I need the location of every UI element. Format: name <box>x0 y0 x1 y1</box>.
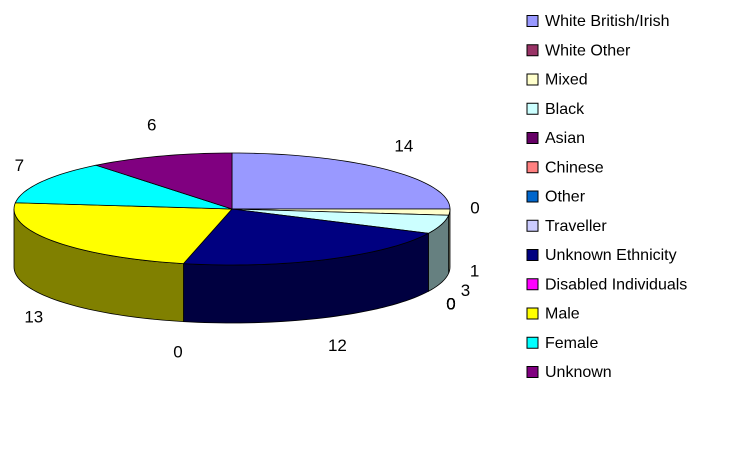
legend-swatch <box>526 249 539 261</box>
legend: White British/Irish White Other Mixed Black… <box>526 13 687 381</box>
pie-sides <box>13 208 451 324</box>
legend-swatch <box>526 73 539 86</box>
data-label: 13 <box>24 307 43 326</box>
data-label: 0 <box>446 295 455 314</box>
data-label: 1 <box>470 261 479 280</box>
legend-swatch <box>526 336 539 349</box>
legend-label: Asian <box>545 130 585 147</box>
legend-swatch <box>526 102 539 115</box>
legend-label: Disabled Individuals <box>545 276 687 293</box>
legend-swatch <box>526 132 539 144</box>
legend-label: Traveller <box>545 218 607 235</box>
data-label: 0 <box>446 295 455 314</box>
legend-swatch <box>526 366 539 378</box>
data-label: 3 <box>461 281 470 300</box>
data-label: 0 <box>446 295 455 314</box>
data-label: 6 <box>147 115 156 134</box>
data-label: 7 <box>15 156 24 175</box>
legend-label: Unknown <box>545 364 612 381</box>
legend-label: Mixed <box>545 72 588 89</box>
legend-label: Male <box>545 306 580 323</box>
legend-label: Unknown Ethnicity <box>545 247 677 264</box>
legend-label: White Other <box>545 42 631 59</box>
slice <box>182 208 430 266</box>
legend-swatch <box>526 219 539 232</box>
slice <box>14 164 233 210</box>
legend-swatch <box>526 15 539 27</box>
data-label: 0 <box>446 295 455 314</box>
legend-label: Chinese <box>545 159 604 176</box>
slice <box>231 208 450 234</box>
data-label: 0 <box>173 342 182 361</box>
legend-label: Other <box>545 189 586 206</box>
legend-swatch <box>526 307 539 320</box>
pie-tops <box>13 152 451 266</box>
legend-swatch <box>526 278 539 291</box>
data-label: 14 <box>394 136 413 155</box>
slice <box>13 202 233 265</box>
legend-label: White British/Irish <box>545 13 669 30</box>
legend-swatch <box>526 44 539 57</box>
legend-swatch <box>526 161 539 174</box>
data-label: 12 <box>328 336 347 355</box>
slice <box>231 152 451 210</box>
data-label: 0 <box>470 198 479 217</box>
legend-swatch <box>526 190 539 203</box>
legend-label: Female <box>545 335 598 352</box>
legend-label: Black <box>545 101 585 118</box>
slice <box>94 152 233 210</box>
